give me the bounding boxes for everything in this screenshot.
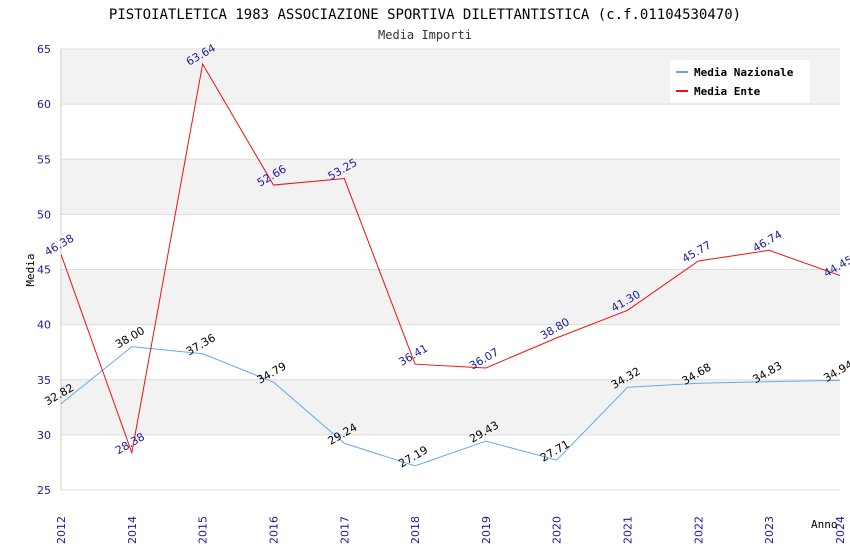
legend-box <box>670 60 810 102</box>
legend-entry: Media Ente <box>694 85 761 98</box>
y-tick-label: 45 <box>37 264 51 277</box>
x-tick-label: 2023 <box>763 516 776 544</box>
x-axis-ticks: 2012 2014 2015 2016 2017 2018 2019 2020 2021 2022… <box>55 516 847 544</box>
x-tick-label: 2017 <box>338 516 351 544</box>
y-tick-label: 60 <box>37 98 51 111</box>
chart-title: PISTOIATLETICA 1983 ASSOCIAZIONE SPORTIV… <box>109 7 741 23</box>
y-tick-label: 25 <box>37 484 51 497</box>
grid-band <box>61 214 840 270</box>
grid-bands <box>60 48 840 491</box>
y-tick-label: 55 <box>37 153 51 166</box>
x-tick-label: 2021 <box>622 516 635 544</box>
legend-entry: Media Nazionale <box>694 66 794 79</box>
y-tick-label: 50 <box>37 208 51 221</box>
grid-band <box>61 104 840 160</box>
y-tick-label: 65 <box>37 43 51 56</box>
y-tick-label: 40 <box>37 319 51 332</box>
grid-band <box>61 379 840 435</box>
x-tick-label: 2012 <box>55 516 68 544</box>
y-tick-label: 30 <box>37 429 51 442</box>
x-tick-label: 2014 <box>126 516 139 544</box>
x-tick-label: 2019 <box>480 516 493 544</box>
x-tick-label: 2022 <box>692 516 705 544</box>
grid-band <box>61 434 840 490</box>
grid-band <box>61 269 840 325</box>
x-tick-label: 2018 <box>409 516 422 544</box>
x-tick-label: 2024 <box>834 516 847 544</box>
legend: Media Nazionale Media Ente <box>670 60 810 102</box>
y-axis-ticks: 25 30 35 40 45 50 55 60 65 <box>37 43 51 497</box>
x-tick-label: 2015 <box>197 516 210 544</box>
x-tick-label: 2020 <box>551 516 564 544</box>
chart-subtitle: Media Importi <box>378 28 472 42</box>
series-lines <box>60 62 841 467</box>
grid-band <box>61 159 840 215</box>
x-tick-label: 2016 <box>267 516 280 544</box>
y-tick-label: 35 <box>37 374 51 387</box>
x-axis-label: Anno <box>811 518 838 531</box>
y-axis-label: Media <box>24 253 37 286</box>
series-line-media-nazionale <box>60 346 841 467</box>
series-line-media-ente <box>60 62 841 455</box>
grid-band <box>61 324 840 380</box>
